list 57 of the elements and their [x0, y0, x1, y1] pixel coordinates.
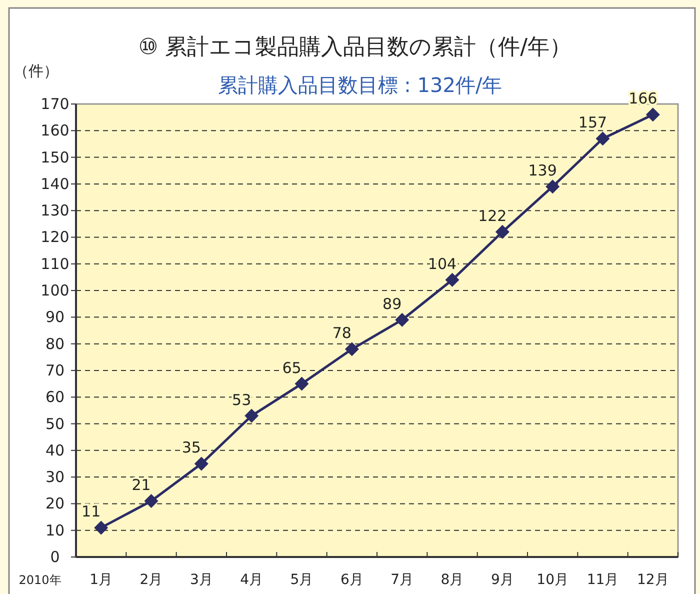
point — [294, 376, 309, 391]
y-tick-label: 80 — [45, 334, 65, 353]
point — [94, 520, 108, 535]
data-label: 78 — [332, 324, 352, 342]
y-tick-label: 50 — [45, 414, 65, 433]
point — [445, 272, 460, 287]
y-tick-label: 100 — [40, 282, 70, 300]
data-label: 139 — [528, 162, 557, 180]
x-tick-label: 4月 — [240, 572, 264, 588]
chart-title: ⑩ 累計エコ製品購入品目数の累計（件/年） — [138, 35, 572, 60]
data-label: 104 — [428, 254, 457, 273]
x-tick-label: 6月 — [340, 572, 364, 588]
y-tick-label: 170 — [40, 95, 70, 113]
x-tick-label: 1月 — [90, 572, 113, 588]
x-tick-label: 5月 — [290, 572, 314, 588]
y-tick-label: 60 — [45, 388, 65, 406]
point — [546, 180, 560, 194]
point — [194, 456, 208, 471]
point — [244, 408, 259, 423]
data-label: 122 — [478, 206, 507, 225]
x-tick-label: 3月 — [190, 572, 213, 588]
point — [495, 224, 510, 239]
y-tick-label: 90 — [45, 308, 65, 326]
y-tick-label: 110 — [40, 254, 70, 273]
x-tick-label: 2月 — [140, 572, 163, 588]
y-tick-label: 20 — [45, 494, 65, 513]
data-label: 53 — [232, 390, 252, 409]
y-tick-label: 30 — [45, 468, 65, 486]
x-tick-label: 11月 — [586, 572, 619, 588]
data-label: 166 — [628, 90, 658, 108]
y-tick-label: 120 — [40, 228, 70, 246]
data-label: 21 — [132, 476, 151, 494]
y-tick-label: 40 — [45, 441, 65, 460]
y-tick-label: 150 — [40, 148, 70, 166]
y-tick-label: 10 — [45, 521, 65, 540]
data-label: 11 — [82, 502, 101, 521]
y-tick-label: 130 — [40, 202, 70, 220]
x-tick-label: 8月 — [440, 572, 464, 588]
point — [646, 108, 660, 122]
y-tick-label: 160 — [40, 122, 70, 140]
point — [344, 342, 359, 356]
data-label: 89 — [382, 294, 402, 313]
x-tick-label: 10月 — [536, 572, 568, 588]
chart-subtitle: 累計購入品目数目標 : 132件/年 — [218, 73, 502, 97]
y-tick-label: 0 — [50, 548, 60, 566]
y-axis-title: （件） — [14, 62, 58, 80]
data-label: 65 — [282, 358, 302, 377]
x-tick-label: 9月 — [490, 572, 514, 588]
point — [596, 132, 610, 146]
data-label: 157 — [578, 114, 608, 132]
x-tick-label: 12月 — [637, 572, 669, 588]
y-tick-label: 140 — [40, 174, 70, 193]
y-tick-label: 70 — [45, 361, 65, 380]
text: 2010年 — [18, 573, 62, 587]
x-tick-label: 7月 — [390, 572, 414, 588]
point — [144, 494, 158, 508]
point — [395, 312, 410, 327]
